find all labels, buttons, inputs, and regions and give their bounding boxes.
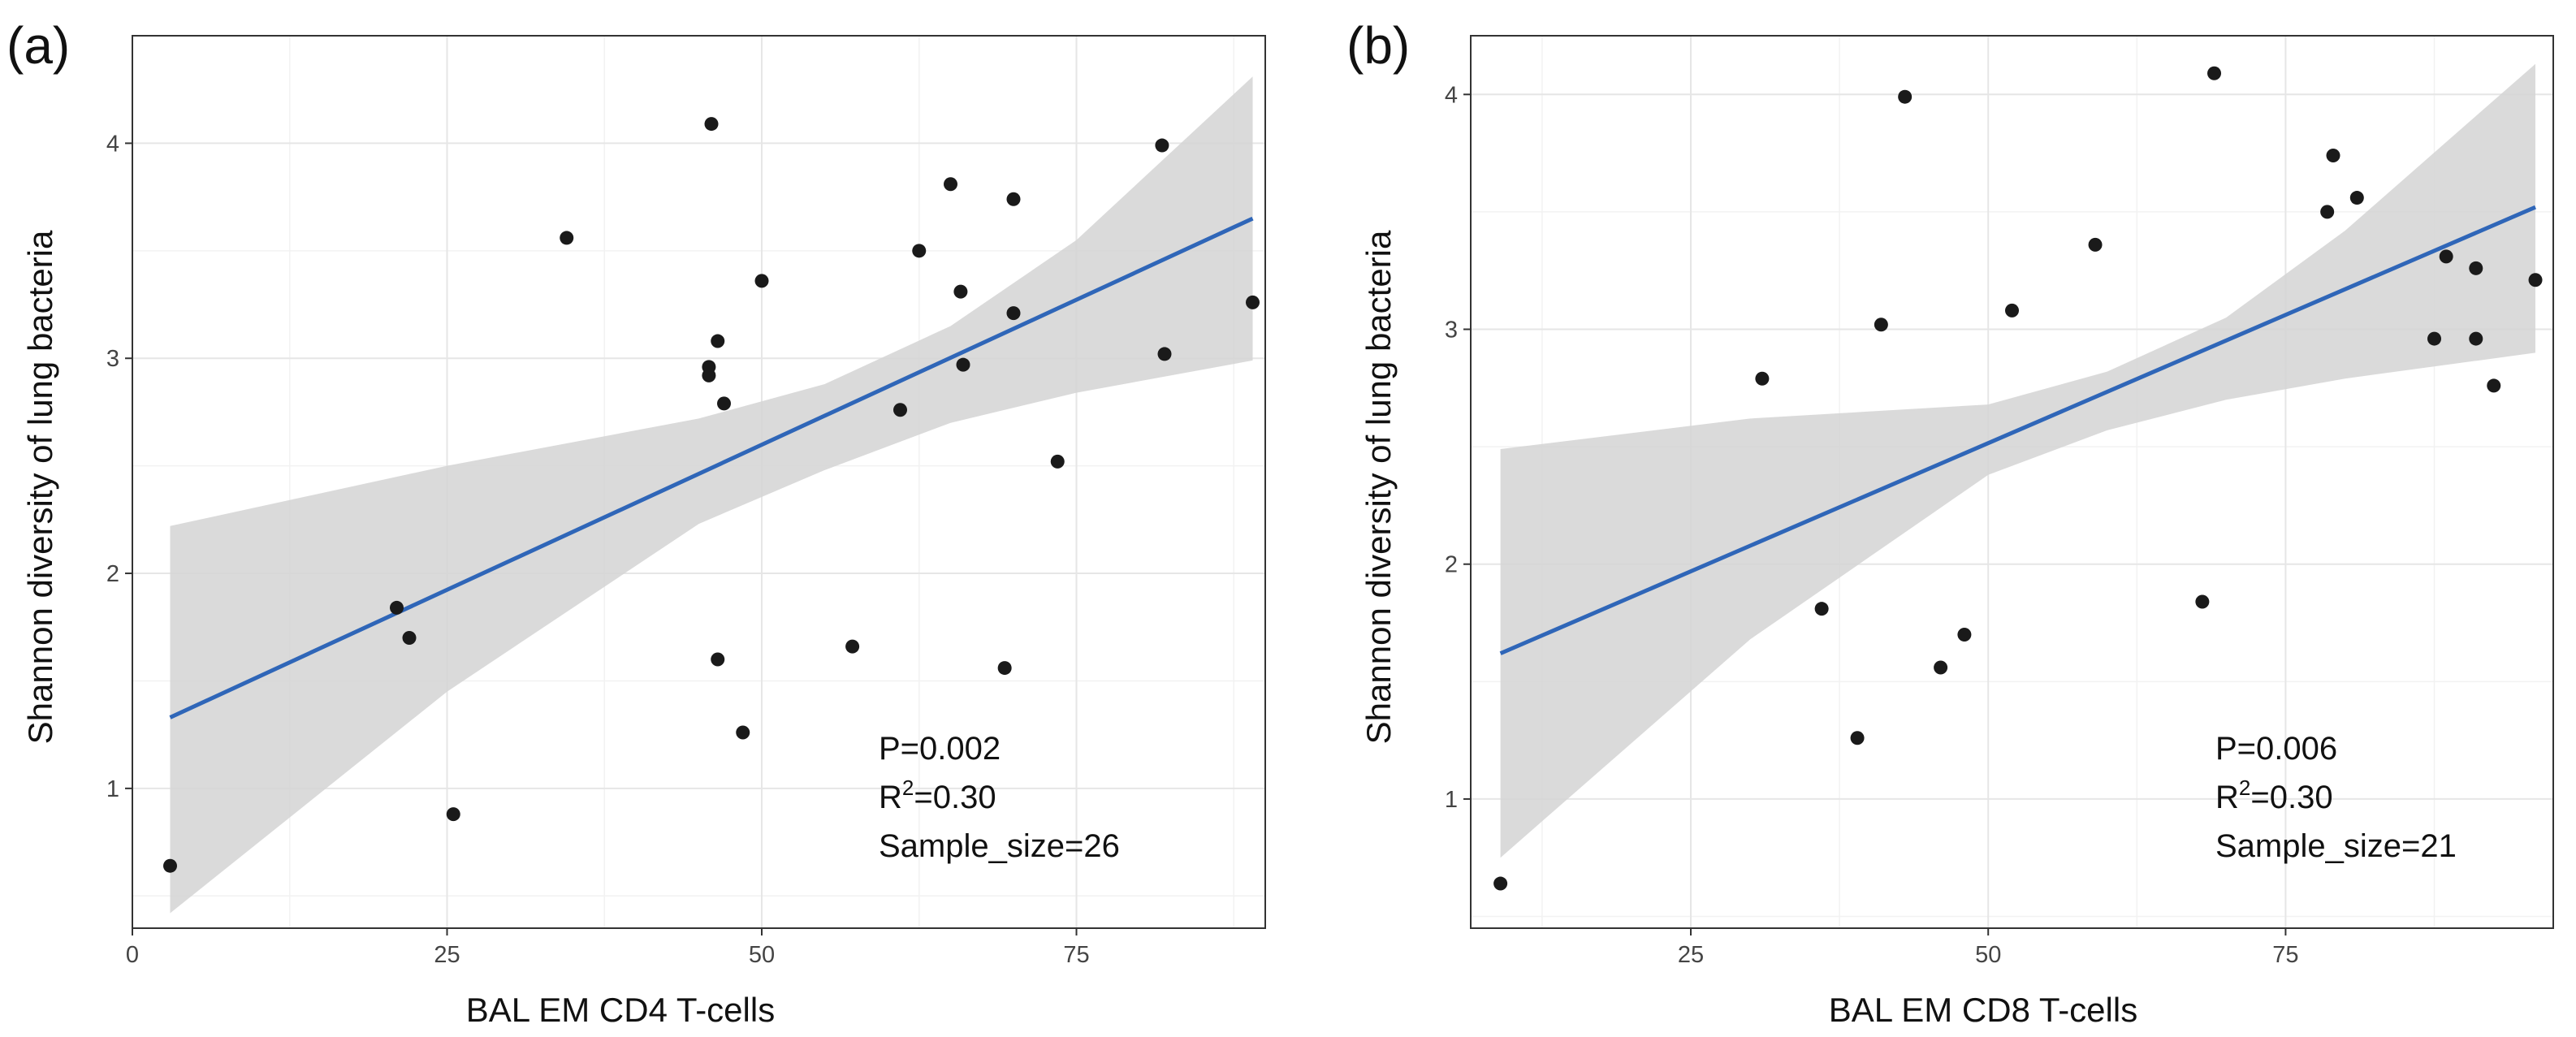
data-point-a: [702, 360, 716, 374]
data-point-b: [2439, 249, 2453, 264]
y-tick-label-b: 1: [1445, 787, 1458, 813]
data-point-b: [1493, 876, 1508, 891]
data-point-b: [1814, 602, 1829, 616]
data-point-a: [717, 396, 731, 411]
r-squared-symbol-a: R: [879, 780, 902, 815]
r-squared-symbol-b: R: [2215, 780, 2239, 815]
data-point-a: [944, 177, 957, 192]
r-squared-a: R2=0.30: [879, 776, 996, 815]
x-tick-label-a: 75: [1063, 942, 1089, 968]
r-squared-exponent-b: 2: [2239, 776, 2250, 800]
x-tick-label-b: 50: [1975, 942, 2001, 968]
data-point-a: [1157, 347, 1172, 361]
data-point-b: [2326, 148, 2340, 162]
y-tick-label-a: 1: [106, 776, 119, 802]
data-point-b: [2469, 331, 2483, 346]
p-value-a: P=0.002: [879, 731, 1001, 767]
data-point-a: [560, 231, 574, 245]
y-tick-label-a: 2: [106, 561, 119, 587]
r-squared-exponent-a: 2: [902, 776, 914, 800]
data-point-a: [711, 652, 725, 667]
data-point-a: [736, 725, 750, 740]
chart-b: (b) 25 50 75 1 2 3 4 BAL EM CD8 T-cells Shanno…: [1346, 16, 2554, 1029]
data-point-a: [912, 244, 927, 258]
data-point-a: [163, 858, 177, 873]
confidence-band-a: [170, 76, 1253, 914]
data-point-b: [2088, 237, 2103, 252]
data-point-a: [390, 600, 404, 615]
data-point-b: [2469, 261, 2483, 275]
data-point-b: [2349, 191, 2364, 205]
data-point-a: [1006, 192, 1021, 206]
data-point-a: [711, 334, 725, 348]
data-point-b: [1898, 89, 1913, 104]
r-squared-b: R2=0.30: [2215, 776, 2333, 815]
data-point-b: [2320, 205, 2335, 219]
r-squared-value-b: =0.30: [2250, 780, 2332, 815]
data-point-b: [2207, 66, 2222, 80]
data-point-b: [1934, 660, 1948, 675]
data-point-b: [2427, 331, 2442, 346]
data-point-b: [2528, 273, 2543, 287]
panel-label-b: (b): [1346, 16, 1410, 75]
data-point-a: [893, 403, 907, 417]
x-tick-label-a: 0: [126, 942, 139, 968]
data-point-a: [446, 807, 460, 822]
data-point-b: [1850, 731, 1865, 745]
chart-a: (a) 0 25 50 75 1 2 3 4 BAL EM CD4 T-cells Shann…: [6, 16, 1266, 1029]
data-point-a: [997, 661, 1012, 676]
y-axis-title-b: Shannon diversity of lung bacteria: [1359, 230, 1398, 744]
stats-annotation-a: P=0.002 R2=0.30 Sample_size=26: [879, 731, 1120, 864]
y-tick-label-a: 3: [106, 346, 119, 372]
y-tick-label-b: 2: [1445, 552, 1458, 578]
panel-label-a: (a): [6, 16, 70, 75]
sample-size-b: Sample_size=21: [2215, 828, 2457, 864]
x-axis-title-a: BAL EM CD4 T-cells: [466, 991, 775, 1029]
y-tick-label-b: 4: [1445, 82, 1458, 108]
y-tick-label-b: 3: [1445, 318, 1458, 344]
data-point-b: [1755, 371, 1770, 386]
plot-border-a: [132, 35, 1266, 929]
data-point-a: [953, 284, 968, 299]
y-tick-label-a: 4: [106, 131, 119, 157]
x-tick-label-a: 25: [434, 942, 460, 968]
x-tick-label-a: 50: [749, 942, 775, 968]
data-point-a: [754, 274, 769, 288]
regression-line-b: [1499, 205, 2537, 655]
data-point-a: [1155, 138, 1169, 153]
data-point-a: [845, 639, 860, 654]
x-tick-label-b: 75: [2272, 942, 2298, 968]
data-point-a: [1050, 454, 1065, 469]
data-point-b: [2005, 303, 2019, 318]
data-point-b: [2195, 594, 2210, 609]
p-value-b: P=0.006: [2215, 731, 2337, 767]
y-axis-title-a: Shannon diversity of lung bacteria: [21, 230, 59, 744]
data-point-a: [402, 630, 417, 645]
x-tick-label-b: 25: [1678, 942, 1704, 968]
data-point-b: [2487, 378, 2501, 393]
x-axis-title-b: BAL EM CD8 T-cells: [1829, 991, 2137, 1029]
sample-size-a: Sample_size=26: [879, 828, 1120, 864]
data-point-a: [1006, 306, 1021, 321]
data-point-a: [1246, 295, 1260, 309]
data-point-b: [1957, 627, 1972, 642]
plot-border-b: [1470, 35, 2554, 929]
stats-annotation-b: P=0.006 R2=0.30 Sample_size=21: [2215, 731, 2457, 864]
regression-line-a: [169, 216, 1254, 719]
data-point-b: [1874, 318, 1888, 332]
r-squared-value-a: =0.30: [914, 780, 996, 815]
data-point-a: [704, 117, 719, 132]
data-point-a: [956, 357, 970, 372]
confidence-band-b: [1500, 63, 2535, 858]
